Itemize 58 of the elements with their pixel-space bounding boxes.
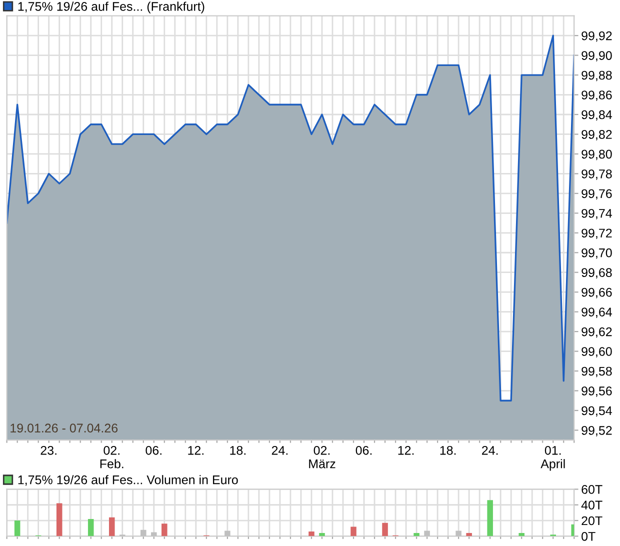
y-tick-label: 99,68 xyxy=(582,268,612,278)
y-tick-label: 99,92 xyxy=(582,31,612,42)
bar xyxy=(487,500,493,536)
x-tick-label: 23. xyxy=(40,446,56,455)
bar xyxy=(414,533,420,536)
y-tick-label: 40T xyxy=(581,500,602,510)
y-tick-label: 60T xyxy=(582,485,602,494)
y-tick-label: 99,54 xyxy=(582,406,612,417)
x-tick-label: 12. xyxy=(188,446,204,455)
y-tick-label: 99,80 xyxy=(582,150,612,160)
bar xyxy=(308,531,314,536)
x-tick-label: 02. Feb. xyxy=(100,446,124,468)
bar xyxy=(108,517,115,536)
x-tick-label: 01. April xyxy=(540,446,565,471)
bar xyxy=(518,533,524,536)
bar xyxy=(319,533,325,536)
y-tick-label: 99,64 xyxy=(582,308,612,318)
y-tick-label: 99,58 xyxy=(582,366,612,378)
annotation: 19.01.26 - 07.04.26 xyxy=(10,424,118,433)
y-tick-label: 99,72 xyxy=(582,228,612,240)
bar xyxy=(350,526,356,536)
x-tick-label: 18. xyxy=(440,446,456,455)
bar xyxy=(424,530,430,536)
y-tick-label: 99,84 xyxy=(582,110,612,121)
bar xyxy=(224,530,230,536)
bar xyxy=(14,520,20,536)
bar xyxy=(140,530,146,536)
y-tick-label: 0T xyxy=(582,532,596,541)
y-tick-label: 99,82 xyxy=(582,130,612,140)
x-tick-label: 24. xyxy=(272,446,288,455)
legend-label: 1,75% 19/26 auf Fes... (Frankfurt) xyxy=(18,2,204,14)
y-tick-label: 99,74 xyxy=(582,208,612,220)
y-tick-label: 99,90 xyxy=(582,51,612,62)
y-tick-label: 99,76 xyxy=(582,189,612,200)
bar xyxy=(162,524,168,536)
y-tick-label: 99,62 xyxy=(582,327,612,338)
x-tick-label: 18. xyxy=(230,446,246,455)
y-tick-label: 99,60 xyxy=(582,347,612,358)
bar xyxy=(56,503,62,536)
y-tick-label: 99,56 xyxy=(582,386,612,397)
bar xyxy=(151,532,157,536)
x-tick-label: 12. xyxy=(398,446,414,455)
y-tick-label: 99,88 xyxy=(582,70,612,82)
x-tick-label: 02. März xyxy=(309,446,336,468)
bar xyxy=(456,530,462,536)
y-tick-label: 99,70 xyxy=(582,248,612,259)
legend-label: 1,75% 19/26 auf Fes... Volumen in Euro xyxy=(18,475,238,486)
y-tick-label: 99,86 xyxy=(582,90,612,101)
bar xyxy=(466,533,472,536)
y-tick-label: 20T xyxy=(582,516,602,526)
bar xyxy=(88,518,94,536)
bar xyxy=(382,522,388,536)
y-tick-label: 99,66 xyxy=(582,288,612,298)
x-tick-label: 24. xyxy=(482,446,498,455)
x-tick-label: 06. xyxy=(356,446,372,455)
y-tick-label: 99,52 xyxy=(582,426,612,436)
y-tick-label: 99,78 xyxy=(582,169,612,180)
x-tick-label: 06. xyxy=(146,446,162,455)
